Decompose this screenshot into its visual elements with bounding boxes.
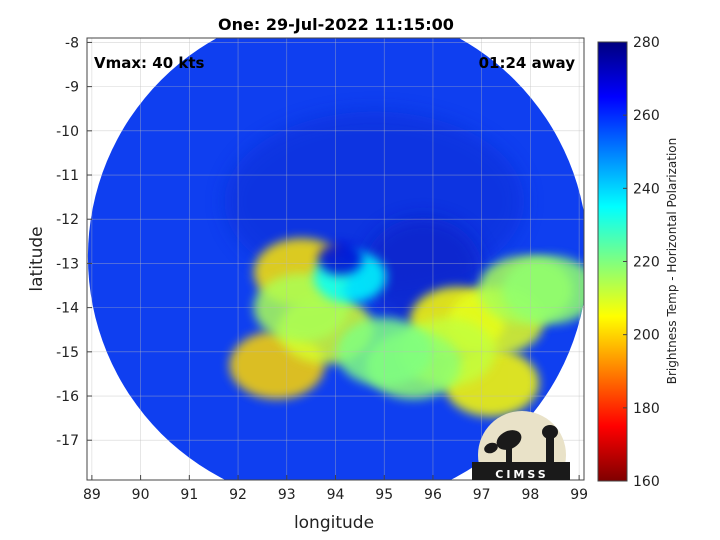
x-tick-label: 99 [570, 487, 588, 503]
y-tick-label: -13 [56, 256, 79, 272]
colorbar-tick-label: 200 [633, 328, 660, 344]
y-axis-label: latitude [27, 226, 47, 291]
x-tick-label: 95 [375, 487, 393, 503]
x-tick-label: 98 [521, 487, 539, 503]
y-tick-label: -15 [56, 345, 79, 361]
small-dish-icon [484, 442, 498, 454]
y-tick-label: -17 [56, 433, 79, 449]
x-tick-label: 94 [327, 487, 345, 503]
heatmap-cell [502, 255, 584, 324]
cimss-logo: CIMSS [472, 411, 570, 481]
heatmap-features [224, 111, 584, 417]
y-tick-label: -10 [56, 124, 79, 140]
logo-ground [472, 462, 570, 480]
y-tick-label: -12 [56, 212, 79, 228]
water-tower-legs [546, 437, 554, 462]
colorbar-ticks: 280 260 240 220 200 180 160 [623, 35, 660, 490]
water-tower-icon [542, 425, 558, 439]
x-tick-label: 90 [132, 487, 150, 503]
y-tick-label: -14 [56, 301, 79, 317]
colorbar-tick-label: 180 [633, 401, 660, 417]
y-tick-label: -16 [56, 389, 79, 405]
vmax-annotation: Vmax: 40 kts [94, 54, 204, 72]
colorbar-tick-label: 280 [633, 35, 660, 51]
y-tick-label: -9 [65, 80, 79, 96]
x-axis-ticks: 89 90 91 92 93 94 95 96 97 98 99 [83, 475, 588, 503]
colorbar-tick-label: 220 [633, 255, 660, 271]
x-tick-label: 97 [473, 487, 491, 503]
colorbar [597, 41, 628, 482]
colorbar-label: Brightness Temp - Horizontal Polarizatio… [665, 138, 679, 385]
time-away-annotation: 01:24 away [479, 54, 576, 72]
colorbar-tick-label: 240 [633, 181, 660, 197]
x-axis-label: longitude [294, 513, 374, 533]
x-tick-label: 89 [83, 487, 101, 503]
satellite-dish-icon [496, 430, 522, 450]
x-tick-label: 91 [180, 487, 198, 503]
x-tick-label: 96 [424, 487, 442, 503]
colorbar-tick-label: 160 [633, 474, 660, 490]
y-axis-ticks: -8 -9 -10 -11 -12 -13 -14 -15 -16 -17 [56, 35, 92, 449]
x-tick-label: 92 [229, 487, 247, 503]
y-tick-label: -8 [65, 35, 79, 51]
dish-pedestal [506, 446, 512, 462]
heatmap-layer [87, 38, 584, 480]
x-tick-label: 93 [278, 487, 296, 503]
logo-text: CIMSS [495, 468, 548, 481]
chart-title: One: 29-Jul-2022 11:15:00 [218, 15, 454, 34]
heatmap-cell [317, 243, 363, 275]
colorbar-tick-label: 260 [633, 108, 660, 124]
y-tick-label: -11 [56, 168, 79, 184]
grid-lines [87, 38, 584, 480]
